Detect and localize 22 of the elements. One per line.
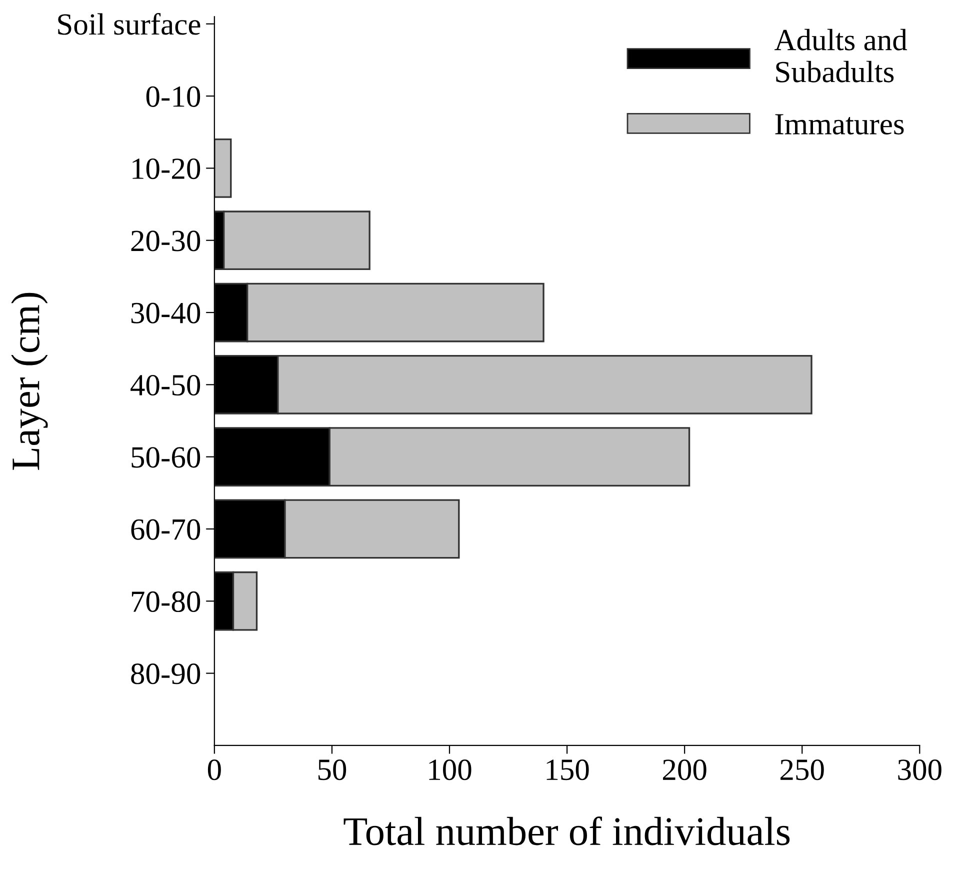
x-tick-label: 300 <box>898 760 942 780</box>
x-tick-label: 250 <box>780 760 824 780</box>
y-tick-label: 40-50 <box>130 374 200 396</box>
y-tick-label: 30-40 <box>131 302 200 324</box>
x-tick-label: 200 <box>662 760 706 780</box>
y-tick-label: 0-10 <box>146 86 200 107</box>
legend-label: Adults and Subadults <box>774 28 908 82</box>
x-tick-label: 0 <box>208 760 221 780</box>
x-tick-label: 100 <box>429 760 472 780</box>
y-tick-label: 60-70 <box>131 519 200 540</box>
y-tick-label: Soil surface <box>58 12 200 35</box>
y-tick-label: 70-80 <box>132 591 200 612</box>
x-axis-title: Total number of individuals <box>344 816 790 846</box>
x-tick-label: 150 <box>546 760 589 780</box>
legend-label: Immatures <box>775 114 904 135</box>
y-axis-title: Layer (cm) <box>11 292 48 470</box>
bar <box>214 138 232 198</box>
y-tick-label: 50-60 <box>132 447 200 468</box>
y-tick-label: 20-30 <box>131 230 200 252</box>
y-tick-label: 80-90 <box>131 664 200 684</box>
y-tick-label: 10-20 <box>132 158 200 180</box>
x-tick-label: 50 <box>318 760 346 780</box>
